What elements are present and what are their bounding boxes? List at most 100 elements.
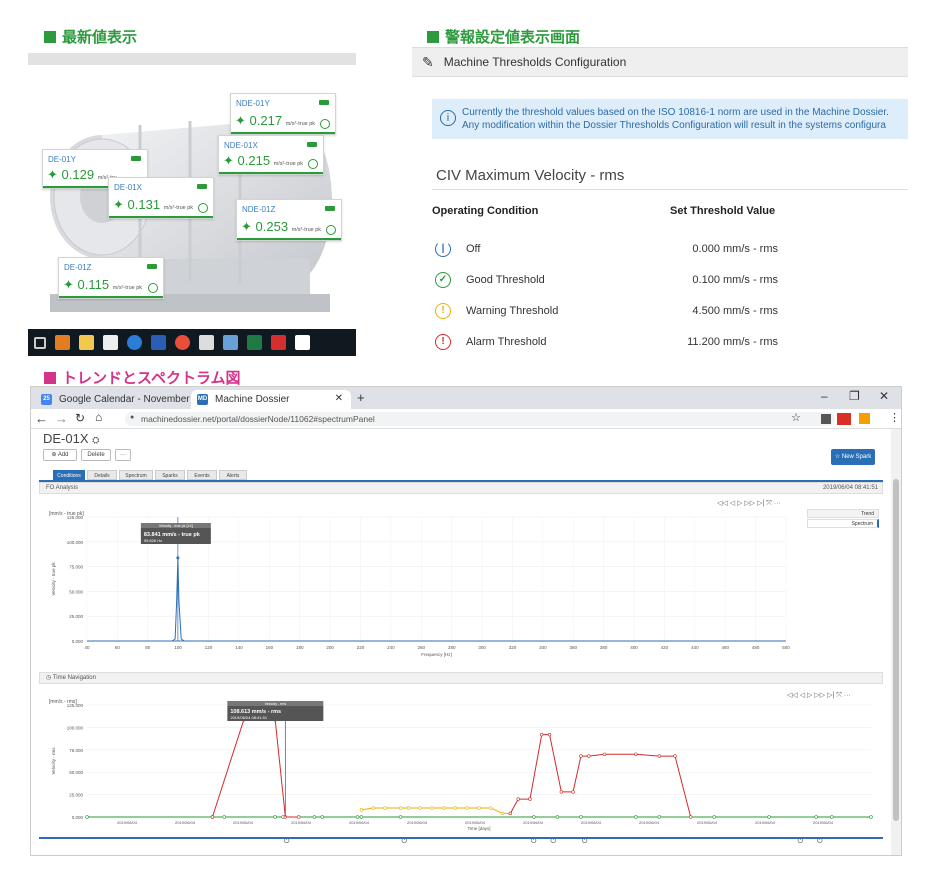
tab-spectrum[interactable]: Spectrum [119, 470, 153, 480]
tab-title: Machine Dossier [215, 394, 290, 405]
x-tick-label: 460 [721, 645, 729, 650]
y-axis-label: Velocity - rms [51, 747, 56, 775]
info-line-2: Any modification within the Dossier Thre… [462, 120, 886, 131]
back-icon[interactable]: ← [35, 411, 48, 426]
tab-alerts[interactable]: Alerts [219, 470, 247, 480]
data-point [359, 808, 364, 812]
page-scrollbar[interactable] [891, 429, 901, 855]
sensor-card-nde-01z[interactable]: NDE-01Z ✦ 0.253 m/s²-true pk [236, 199, 342, 241]
y-tick-label: 125.000 [67, 515, 84, 520]
sensor-value: ✦ 0.115 m/s²-true pk [63, 277, 143, 292]
new-tab-icon[interactable]: + [357, 390, 365, 405]
row-value: 4.500 mm/s - rms [692, 305, 778, 317]
battery-icon [131, 156, 141, 161]
new-spark-button[interactable]: ☆ New Spark [831, 449, 875, 465]
home-icon[interactable]: ⌂ [95, 410, 103, 424]
reload-icon[interactable]: ↻ [75, 411, 86, 425]
tab-conditions[interactable]: Conditions [53, 470, 85, 480]
minimize-icon[interactable]: – [821, 389, 828, 403]
word-icon[interactable] [151, 335, 166, 350]
close-icon[interactable]: ✕ [334, 393, 343, 404]
scrollbar-thumb[interactable] [893, 479, 899, 821]
tool-icon[interactable] [223, 335, 238, 350]
star-icon[interactable]: ☆ [791, 412, 801, 424]
event-marker-icon: ⏻ [582, 837, 588, 845]
machine-dossier-icon: MD [197, 394, 208, 405]
side-trend[interactable]: Trend [807, 509, 879, 518]
tab-google-calendar[interactable]: 25 Google Calendar - November 20 ✕ [35, 390, 221, 409]
delete-button[interactable]: Delete [81, 449, 111, 461]
calendar-icon: 25 [41, 394, 52, 405]
data-point [767, 815, 771, 819]
fft-chart[interactable]: [mm/s - true pk] 0.000 25.000 50.000 75.000 1… [41, 505, 801, 665]
sensor-card-de-01x[interactable]: DE-01X ✦ 0.131 m/s²-true pk [108, 177, 214, 219]
x-tick-label: 320 [509, 645, 517, 650]
data-point [579, 815, 583, 819]
menu-icon[interactable]: ⋮ [889, 412, 900, 424]
outlook-icon[interactable] [55, 335, 70, 350]
url-input[interactable]: ● machinedossier.net/portal/dossierNode/… [125, 412, 835, 426]
y-axis-label: Velocity - true pk [51, 562, 56, 596]
fft-panel-header: FO Analysis 2019/06/04 08:41:51 [39, 482, 883, 494]
time-navigation-chart[interactable]: [mm/s - rms] 0.000 25.000 50.000 75.000 100.0… [41, 693, 883, 853]
chrome-icon[interactable] [175, 335, 190, 350]
chart-nav-controls[interactable]: ◁◁ ◁ ▷ ▷▷ ▷| ⤧ ··· [717, 500, 781, 507]
tab-sparks[interactable]: Sparks [155, 470, 185, 480]
tab-machine-dossier[interactable]: MD Machine Dossier ✕ [191, 390, 351, 409]
check-circle-icon [320, 119, 330, 129]
data-point [383, 806, 387, 810]
app-icon[interactable] [199, 335, 214, 350]
data-point [465, 806, 469, 810]
series-line [361, 807, 511, 814]
time-nav-controls[interactable]: ◁◁ ◁ ▷ ▷▷ ▷| ⤧ ··· [787, 692, 851, 699]
y-tick-label: 75.000 [69, 565, 83, 570]
x-tick-label: 400 [630, 645, 638, 650]
forward-icon[interactable]: → [55, 411, 68, 426]
section-title-alarm-text: 警報設定値表示画面 [445, 29, 581, 46]
close-window-icon[interactable]: ✕ [879, 389, 890, 403]
latest-values-panel: NDE-01Y ✦ 0.217 m/s²-true pk NDE-01X ✦ 0… [28, 47, 356, 322]
sensor-card-de-01z[interactable]: DE-01Z ✦ 0.115 m/s²-true pk [58, 257, 164, 299]
x-tick-label: 80 [145, 645, 151, 650]
sensor-card-nde-01x[interactable]: NDE-01X ✦ 0.215 m/s²-true pk [218, 135, 324, 175]
battery-icon [147, 264, 157, 269]
more-button[interactable]: ··· [115, 449, 131, 461]
battery-icon [197, 184, 207, 189]
add-button[interactable]: ⊕ Add [43, 449, 77, 461]
col-condition-header: Operating Condition [432, 205, 539, 217]
row-label: Off [466, 243, 481, 255]
sensor-card-nde-01y[interactable]: NDE-01Y ✦ 0.217 m/s²-true pk [230, 93, 336, 135]
data-point [540, 732, 544, 737]
series-line [509, 734, 692, 818]
excel-icon[interactable] [247, 335, 262, 350]
extension-icon[interactable] [821, 414, 831, 424]
tab-details[interactable]: Details [87, 470, 117, 480]
restore-icon[interactable]: ❐ [849, 389, 860, 403]
sensor-name: DE-01X [114, 183, 143, 192]
x-tick-label: 2019/06/04 [117, 820, 138, 825]
data-point [312, 815, 317, 819]
threshold-row-warning: ! Warning Threshold 4.500 mm/s - rms [432, 303, 812, 323]
file-explorer-icon[interactable] [79, 335, 94, 350]
x-tick-label: 2019/06/04 [523, 820, 544, 825]
y-unit-label: [mm/s - true pk] [49, 511, 84, 517]
data-point [712, 815, 716, 819]
x-tick-label: 440 [691, 645, 699, 650]
gmail-icon[interactable] [837, 413, 851, 425]
info-line-1: Currently the threshold values based on … [462, 107, 889, 118]
windows-taskbar [28, 329, 356, 356]
store-icon[interactable] [103, 335, 118, 350]
x-tick-label: 2019/06/04 [755, 820, 776, 825]
data-point [430, 806, 434, 810]
task-view-icon[interactable] [34, 336, 46, 349]
x-tick-label: 160 [266, 645, 274, 650]
check-circle-icon [326, 225, 336, 235]
edge-icon[interactable] [127, 335, 142, 350]
sensor-card-de-01y[interactable]: DE-01Y ✦ 0.129 m/s²-tru [42, 149, 148, 189]
data-point [359, 815, 364, 819]
side-spectrum[interactable]: Spectrum [807, 519, 879, 528]
tab-events[interactable]: Events [187, 470, 217, 480]
rss-icon[interactable] [859, 413, 870, 424]
pdf-icon[interactable] [271, 335, 286, 350]
photos-icon[interactable] [295, 335, 310, 350]
